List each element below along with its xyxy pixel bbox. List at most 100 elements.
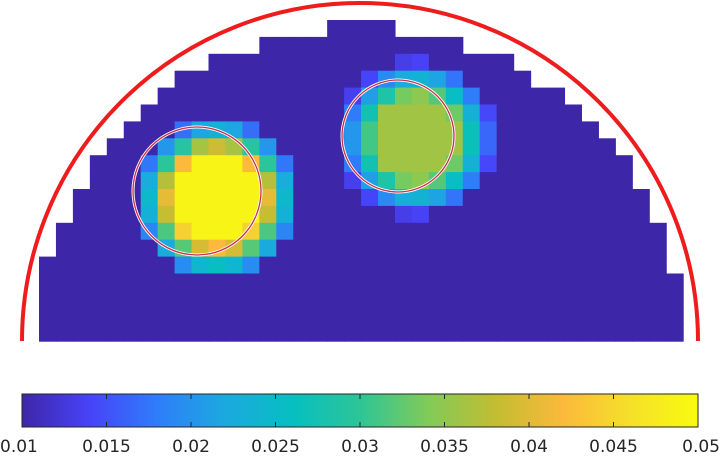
- heatmap-cell: [394, 121, 413, 139]
- heatmap-cell: [462, 138, 481, 156]
- heatmap-cell: [615, 324, 633, 342]
- heatmap-cell: [598, 189, 616, 207]
- heatmap-cell: [276, 324, 294, 342]
- heatmap-cell: [547, 273, 566, 291]
- heatmap-cell: [564, 307, 582, 325]
- heatmap-cell: [411, 324, 430, 342]
- heatmap-cell: [530, 273, 549, 291]
- heatmap-cell: [513, 104, 532, 122]
- heatmap-cell: [649, 290, 667, 308]
- heatmap-cell: [157, 138, 176, 156]
- heatmap-cell: [462, 172, 481, 190]
- heatmap-cell: [615, 290, 633, 308]
- heatmap-cell: [123, 222, 142, 241]
- heatmap-cell: [649, 222, 667, 241]
- colorbar-tick-label: 0.045: [589, 437, 638, 457]
- heatmap-cell: [208, 138, 227, 156]
- heatmap-cell: [428, 121, 447, 139]
- heatmap-cell: [157, 87, 176, 106]
- heatmap-cell: [394, 138, 413, 156]
- heatmap-cell: [293, 273, 311, 291]
- heatmap-cell: [361, 189, 379, 207]
- heatmap-cell: [530, 307, 549, 325]
- heatmap-cell: [259, 205, 277, 224]
- heatmap-cell: [428, 104, 447, 122]
- heatmap-cell: [496, 307, 515, 325]
- heatmap-cell: [106, 205, 125, 224]
- heatmap-cell: [411, 222, 430, 241]
- heatmap-cell: [157, 222, 176, 241]
- heatmap-cell: [310, 138, 328, 156]
- heatmap-cell: [445, 290, 464, 308]
- heatmap-cell: [445, 307, 464, 325]
- heatmap-cell: [327, 222, 345, 241]
- heatmap-cell: [106, 307, 125, 325]
- heatmap-cell: [208, 307, 227, 325]
- heatmap-cell: [140, 290, 159, 308]
- colorbar-tick-labels: 0.01 0.015 0.02 0.025 0.03 0.035 0.04 0.045 0.05: [0, 437, 720, 457]
- heatmap-cell: [581, 290, 599, 308]
- heatmap-cell: [242, 189, 260, 207]
- heatmap-cell: [310, 36, 328, 55]
- heatmap-cell: [564, 239, 582, 258]
- heatmap-cell: [530, 172, 549, 190]
- heatmap-cell: [462, 256, 481, 275]
- heatmap-cell: [225, 172, 243, 190]
- heatmap-cell: [598, 155, 616, 173]
- heatmap-cell: [293, 172, 311, 190]
- heatmap-cell: [276, 104, 294, 122]
- heatmap-cell: [666, 290, 684, 308]
- heatmap-cell: [581, 155, 599, 173]
- heatmap-cell: [496, 222, 515, 241]
- heatmap-cell: [293, 256, 311, 275]
- heatmap-cell: [157, 189, 176, 207]
- heatmap-cell: [547, 138, 566, 156]
- heatmap-cell: [39, 273, 57, 291]
- heatmap-cell: [378, 20, 396, 38]
- heatmap-cell: [259, 172, 277, 190]
- heatmap-cell: [327, 307, 345, 325]
- heatmap-cell: [242, 70, 260, 89]
- heatmap-cell: [191, 324, 210, 342]
- heatmap-cell: [411, 138, 430, 156]
- heatmap-cell: [123, 273, 142, 291]
- heatmap-cell: [479, 87, 498, 106]
- heatmap-cell: [513, 205, 532, 224]
- heatmap-cell: [72, 222, 91, 241]
- heatmap-cell: [564, 273, 582, 291]
- colorbar-tick-label: 0.035: [420, 437, 469, 457]
- heatmap-cell: [157, 290, 176, 308]
- heatmap-cell: [361, 239, 379, 258]
- heatmap-cell: [327, 172, 345, 190]
- heatmap-cell: [530, 104, 549, 122]
- heatmap-cell: [140, 172, 159, 190]
- heatmap-cell: [462, 121, 481, 139]
- heatmap-cell: [394, 290, 413, 308]
- heatmap-cell: [361, 205, 379, 224]
- heatmap-cell: [428, 239, 447, 258]
- heatmap-cell: [293, 70, 311, 89]
- heatmap-cell: [378, 273, 396, 291]
- heatmap-cell: [598, 138, 616, 156]
- heatmap-cell: [344, 53, 362, 72]
- heatmap-cell: [462, 104, 481, 122]
- heatmap-cell: [225, 205, 243, 224]
- heatmap-cell: [581, 138, 599, 156]
- heatmap-cell: [293, 239, 311, 258]
- heatmap-cell: [530, 121, 549, 139]
- heatmap-cell: [615, 222, 633, 241]
- heatmap-cell: [242, 239, 260, 258]
- heatmap-cell: [394, 155, 413, 173]
- heatmap-cell: [327, 155, 345, 173]
- heatmap-cell: [174, 104, 193, 122]
- heatmap-cell: [547, 121, 566, 139]
- heatmap-cell: [547, 104, 566, 122]
- heatmap-cell: [428, 290, 447, 308]
- heatmap-cell: [55, 290, 74, 308]
- heatmap-cell: [106, 222, 125, 241]
- heatmap-cell: [496, 324, 515, 342]
- heatmap-cell: [344, 222, 362, 241]
- heatmap-cell: [411, 205, 430, 224]
- heatmap-cell: [174, 121, 193, 139]
- heatmap-cell: [496, 53, 515, 72]
